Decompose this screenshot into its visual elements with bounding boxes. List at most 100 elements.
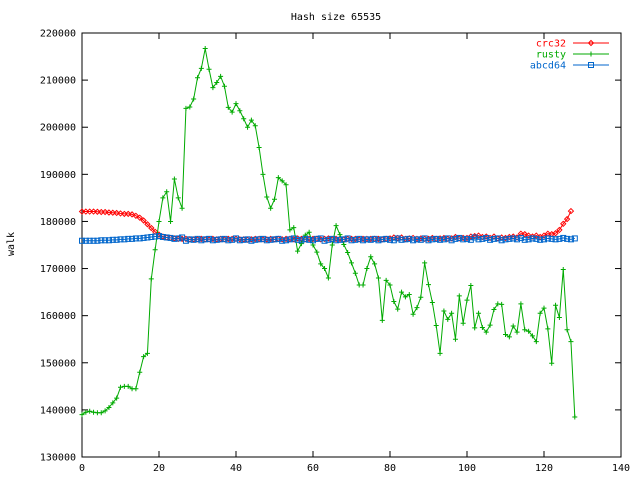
data-point-abcd64 <box>186 236 193 243</box>
data-point-crc32 <box>556 226 563 234</box>
data-point-abcd64 <box>121 236 128 243</box>
data-point-abcd64 <box>398 236 405 243</box>
data-point-abcd64 <box>286 236 293 243</box>
data-point-rusty <box>229 109 235 115</box>
data-point-abcd64 <box>333 237 340 244</box>
data-point-abcd64 <box>387 236 393 243</box>
data-point-rusty <box>364 266 370 272</box>
data-point-abcd64 <box>490 235 497 242</box>
y-axis-label: walk <box>6 232 17 256</box>
data-point-abcd64 <box>125 235 132 242</box>
chart-title: Hash size 65535 <box>291 12 381 23</box>
data-point-abcd64 <box>541 236 547 243</box>
data-point-rusty <box>529 333 535 339</box>
data-point-crc32 <box>113 209 120 217</box>
data-point-rusty <box>464 297 470 303</box>
data-point-rusty <box>322 266 328 272</box>
data-point-rusty <box>191 96 197 102</box>
data-point-rusty <box>526 328 532 334</box>
data-point-crc32 <box>148 224 155 232</box>
data-point-abcd64 <box>564 235 571 242</box>
data-point-rusty <box>248 117 254 123</box>
data-point-abcd64 <box>82 237 89 244</box>
data-point-rusty <box>433 323 439 329</box>
data-point-rusty <box>406 291 412 297</box>
data-point-abcd64 <box>571 235 578 242</box>
x-tick-label: 120 <box>535 463 553 474</box>
data-point-abcd64 <box>375 237 382 244</box>
data-point-rusty <box>156 218 162 224</box>
data-point-abcd64 <box>271 236 278 243</box>
data-point-abcd64 <box>417 236 424 243</box>
x-tick-label: 0 <box>79 463 85 474</box>
data-point-abcd64 <box>248 237 255 244</box>
data-point-rusty <box>468 283 474 289</box>
data-point-abcd64 <box>537 236 544 243</box>
data-point-abcd64 <box>464 235 470 242</box>
data-point-abcd64 <box>148 233 155 240</box>
data-point-abcd64 <box>363 236 370 243</box>
legend-label-crc32: crc32 <box>536 39 566 50</box>
series-abcd64 <box>79 233 578 244</box>
axis-ticks: 130000 140000 150000 160000 170000 180000 1900… <box>40 29 630 475</box>
data-point-crc32 <box>105 209 113 216</box>
data-point-rusty <box>333 223 339 229</box>
data-point-abcd64 <box>356 235 363 242</box>
data-point-rusty <box>314 249 320 255</box>
data-point-rusty <box>372 261 378 267</box>
data-point-abcd64 <box>348 237 355 244</box>
data-point-abcd64 <box>556 235 563 242</box>
data-point-rusty <box>171 176 177 182</box>
data-point-crc32 <box>136 214 143 221</box>
data-point-abcd64 <box>360 237 367 244</box>
data-point-crc32 <box>533 232 540 239</box>
legend-label-rusty: rusty <box>536 50 566 61</box>
data-point-abcd64 <box>329 235 336 242</box>
data-point-abcd64 <box>159 233 166 240</box>
data-point-abcd64 <box>136 235 143 242</box>
data-point-rusty <box>144 350 150 356</box>
data-point-abcd64 <box>336 236 343 243</box>
data-point-rusty <box>221 83 227 89</box>
data-point-rusty <box>491 307 497 313</box>
data-point-abcd64 <box>175 235 182 242</box>
data-point-abcd64 <box>221 235 228 242</box>
data-point-rusty <box>352 270 358 276</box>
data-point-rusty <box>537 310 543 316</box>
y-tick-label: 180000 <box>40 217 76 228</box>
data-point-rusty <box>429 299 435 305</box>
data-point-abcd64 <box>206 235 213 242</box>
data-point-abcd64 <box>494 235 501 242</box>
x-tick-label: 80 <box>384 463 396 474</box>
data-point-crc32 <box>140 217 147 224</box>
data-point-rusty <box>452 336 458 342</box>
data-point-abcd64 <box>506 235 513 242</box>
data-point-rusty <box>395 306 401 312</box>
data-point-rusty <box>98 410 104 416</box>
data-point-abcd64 <box>129 235 136 242</box>
data-point-rusty <box>399 289 405 295</box>
data-point-rusty <box>175 195 181 201</box>
data-point-rusty <box>449 310 455 316</box>
data-point-abcd64 <box>198 237 205 244</box>
data-point-abcd64 <box>190 236 197 243</box>
data-point-crc32 <box>94 208 101 215</box>
data-point-abcd64 <box>421 235 428 242</box>
data-point-crc32 <box>560 220 567 228</box>
data-point-abcd64 <box>140 234 147 241</box>
data-point-abcd64 <box>321 237 328 244</box>
data-point-abcd64 <box>163 234 170 241</box>
data-point-rusty <box>476 310 482 316</box>
data-point-rusty <box>445 316 451 322</box>
x-tick-label: 60 <box>307 463 319 474</box>
data-point-crc32 <box>101 208 109 216</box>
data-point-abcd64 <box>525 236 532 243</box>
data-point-rusty <box>187 104 193 110</box>
data-point-rusty <box>545 326 551 332</box>
data-point-rusty <box>360 282 366 288</box>
data-point-rusty <box>198 65 204 71</box>
data-point-rusty <box>499 301 505 307</box>
data-point-abcd64 <box>179 234 186 241</box>
